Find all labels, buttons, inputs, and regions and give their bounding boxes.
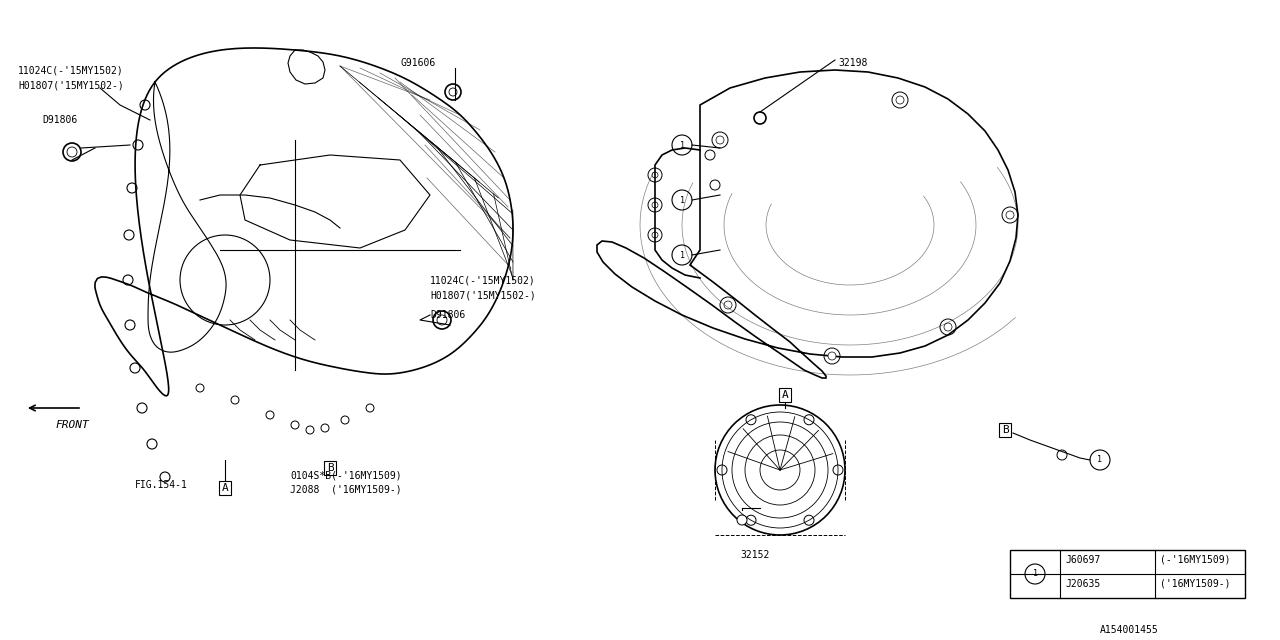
Circle shape	[652, 232, 658, 238]
Circle shape	[724, 301, 732, 309]
Circle shape	[366, 404, 374, 412]
Circle shape	[433, 311, 451, 329]
Circle shape	[648, 168, 662, 182]
Text: D91806: D91806	[430, 310, 465, 320]
Circle shape	[1057, 450, 1068, 460]
Text: B: B	[326, 463, 333, 473]
Text: 0104S*B(-'16MY1509): 0104S*B(-'16MY1509)	[291, 470, 402, 480]
Circle shape	[67, 147, 77, 157]
Text: FIG.154-1: FIG.154-1	[134, 480, 188, 490]
Circle shape	[230, 396, 239, 404]
Text: FRONT: FRONT	[55, 420, 88, 430]
Text: ('16MY1509-): ('16MY1509-)	[1160, 579, 1230, 589]
Text: A: A	[221, 483, 228, 493]
Text: G91606: G91606	[401, 58, 435, 68]
Circle shape	[436, 315, 447, 325]
Circle shape	[445, 84, 461, 100]
Text: 11024C(-'15MY1502): 11024C(-'15MY1502)	[18, 65, 124, 75]
Circle shape	[945, 323, 952, 331]
Circle shape	[754, 112, 765, 124]
Circle shape	[652, 172, 658, 178]
Text: 1: 1	[680, 195, 685, 205]
Circle shape	[321, 424, 329, 432]
Text: 32198: 32198	[838, 58, 868, 68]
Circle shape	[340, 416, 349, 424]
Text: 32152: 32152	[740, 550, 769, 560]
Circle shape	[123, 275, 133, 285]
Circle shape	[648, 198, 662, 212]
Circle shape	[828, 352, 836, 360]
Circle shape	[137, 403, 147, 413]
Text: J60697: J60697	[1065, 555, 1101, 565]
Text: 1: 1	[1097, 456, 1102, 465]
Circle shape	[896, 96, 904, 104]
Circle shape	[196, 384, 204, 392]
Text: (-'16MY1509): (-'16MY1509)	[1160, 555, 1230, 565]
Text: A154001455: A154001455	[1100, 625, 1158, 635]
Circle shape	[131, 363, 140, 373]
Circle shape	[306, 426, 314, 434]
Circle shape	[652, 202, 658, 208]
Circle shape	[705, 150, 716, 160]
Text: 1: 1	[680, 250, 685, 259]
FancyBboxPatch shape	[1010, 550, 1245, 598]
Text: B: B	[1002, 425, 1009, 435]
Circle shape	[737, 515, 748, 525]
Circle shape	[140, 100, 150, 110]
Circle shape	[160, 472, 170, 482]
Circle shape	[125, 320, 134, 330]
Circle shape	[1006, 211, 1014, 219]
Text: 1: 1	[1033, 570, 1038, 579]
Circle shape	[266, 411, 274, 419]
Circle shape	[449, 88, 457, 96]
Text: H01807('15MY1502-): H01807('15MY1502-)	[18, 80, 124, 90]
Text: A: A	[782, 390, 788, 400]
Circle shape	[147, 439, 157, 449]
Circle shape	[127, 183, 137, 193]
Text: J20635: J20635	[1065, 579, 1101, 589]
Circle shape	[716, 136, 724, 144]
Circle shape	[63, 143, 81, 161]
Text: 11024C(-'15MY1502): 11024C(-'15MY1502)	[430, 275, 536, 285]
Text: H01807('15MY1502-): H01807('15MY1502-)	[430, 290, 536, 300]
Text: 1: 1	[680, 141, 685, 150]
Text: J2088  ('16MY1509-): J2088 ('16MY1509-)	[291, 485, 402, 495]
Circle shape	[133, 140, 143, 150]
Circle shape	[124, 230, 134, 240]
Circle shape	[648, 228, 662, 242]
Text: D91806: D91806	[42, 115, 77, 125]
Circle shape	[710, 180, 721, 190]
Circle shape	[291, 421, 300, 429]
